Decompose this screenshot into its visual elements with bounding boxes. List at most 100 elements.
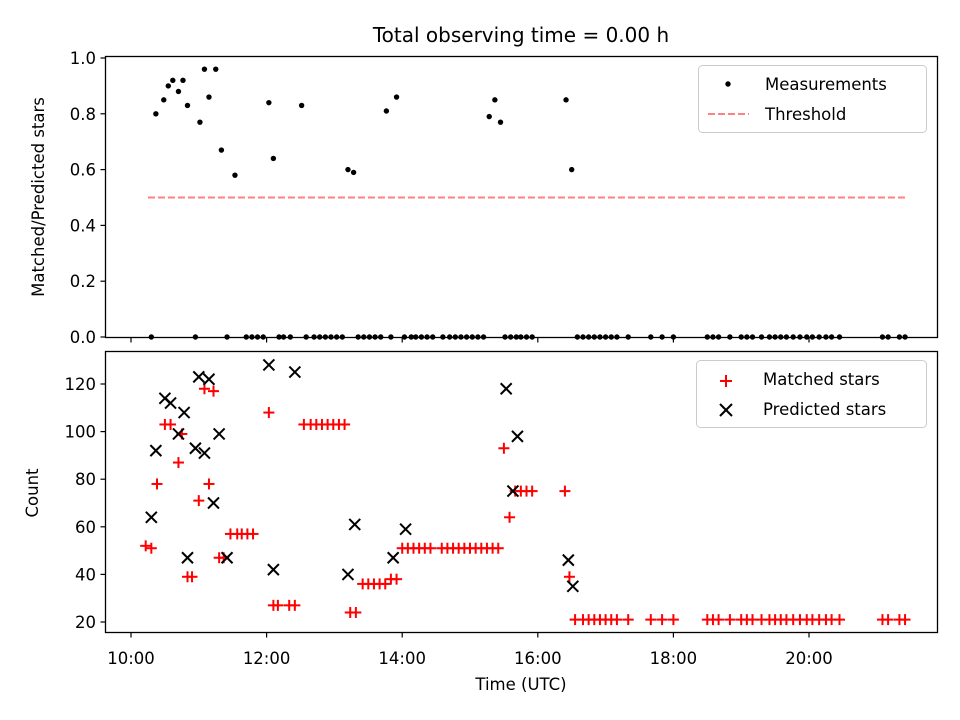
- predicted-star-point: [499, 382, 513, 395]
- matched-star-point: [498, 442, 510, 454]
- matched-star-point: [289, 599, 301, 611]
- measurement-point: [486, 113, 492, 120]
- measurement-point: [213, 66, 219, 72]
- chart-title: Total observing time = 0.00 h: [372, 23, 669, 47]
- predicted-star-point: [192, 370, 206, 384]
- top-y-axis-label: Matched/Predicted stars: [29, 97, 48, 297]
- top-legend: Measurements Threshold: [698, 65, 927, 133]
- legend-matched-label: Matched stars: [763, 370, 880, 389]
- matched-star-point: [611, 614, 623, 626]
- measurement-point: [201, 66, 208, 72]
- bottom-y-tick-label: 80: [75, 470, 96, 489]
- predicted-star-point: [177, 406, 191, 419]
- matched-star-point: [667, 614, 679, 626]
- matched-star-point: [492, 542, 504, 554]
- matched-star-point: [140, 540, 152, 552]
- matched-star-point: [563, 571, 575, 583]
- top-plot-frame: [104, 55, 939, 339]
- x-tick-label: 18:00: [650, 649, 698, 668]
- predicted-star-point: [511, 430, 524, 443]
- legend-predicted-label: Predicted stars: [763, 400, 886, 419]
- predicted-star-point: [506, 484, 520, 498]
- x-tick-label: 14:00: [378, 649, 426, 668]
- top-panel: 0.0 0.2 0.4 0.6 0.8 1.0 Matched/Predicted sta…: [29, 49, 939, 347]
- bottom-plot-frame: [104, 350, 939, 634]
- bottom-y-tick-label: 120: [65, 375, 97, 394]
- predicted-star-point: [164, 396, 177, 410]
- matched-star-point: [899, 614, 911, 626]
- bottom-y-tick-label: 40: [75, 565, 96, 584]
- predicted-star-point: [212, 427, 226, 441]
- measurement-point: [569, 166, 575, 173]
- matched-star-point: [391, 573, 403, 585]
- measurement-point: [180, 77, 186, 84]
- matched-star-point: [656, 614, 668, 626]
- top-y-tick-label: 0.4: [70, 216, 96, 235]
- measurement-point: [497, 119, 504, 125]
- matched-star-point: [504, 511, 516, 523]
- matched-star-point: [645, 614, 657, 626]
- measurement-point: [218, 147, 225, 153]
- matched-star-point: [559, 485, 571, 497]
- top-y-tick-label: 1.0: [70, 49, 96, 68]
- matched-star-point: [724, 614, 736, 626]
- measurement-point: [383, 108, 390, 114]
- predicted-star-point: [399, 522, 412, 536]
- matched-star-point: [713, 614, 725, 626]
- predicted-star-point: [562, 553, 575, 567]
- predicted-star-point: [149, 444, 163, 457]
- top-y-tick-label: 0.2: [70, 272, 96, 291]
- matched-star-point: [151, 478, 163, 490]
- bottom-y-tick-label: 60: [75, 518, 96, 537]
- matched-star-point: [882, 614, 894, 626]
- bottom-y-axis-label: Count: [23, 468, 42, 518]
- matched-star-point: [186, 571, 198, 583]
- predicted-star-point: [189, 442, 202, 455]
- x-tick-label: 12:00: [243, 649, 291, 668]
- measurement-point: [206, 94, 212, 100]
- measurement-point: [184, 102, 191, 109]
- predicted-star-point: [267, 563, 280, 576]
- bottom-panel: 20 40 60 80 100 120 10:00 12:00 14:00 16:00 18:00…: [23, 350, 939, 694]
- measurement-point: [170, 77, 176, 84]
- bottom-y-tick-label: 100: [65, 423, 97, 442]
- predicted-star-point: [220, 551, 234, 564]
- predicted-star-point: [145, 511, 158, 524]
- matched-star-point: [526, 485, 538, 497]
- measurement-point: [345, 166, 351, 173]
- legend-measurements-marker: [725, 81, 731, 87]
- predicted-star-point: [348, 518, 361, 531]
- measurement-point: [270, 155, 277, 162]
- matched-star-point: [379, 578, 391, 590]
- measurement-point: [232, 172, 238, 178]
- measurement-point: [563, 97, 569, 103]
- top-y-tick-label: 0.8: [70, 105, 96, 124]
- top-y-tick-label: 0.0: [70, 328, 96, 347]
- legend-measurements-label: Measurements: [765, 75, 887, 94]
- predicted-star-point: [288, 365, 302, 379]
- matched-star-point: [339, 418, 351, 430]
- matched-star-point: [145, 542, 157, 554]
- matched-star-point: [203, 478, 215, 490]
- measurement-point: [197, 119, 203, 125]
- measurement-point: [350, 169, 357, 176]
- measurement-point: [393, 94, 400, 100]
- measurement-point: [266, 99, 272, 106]
- predicted-star-point: [207, 496, 220, 510]
- matched-star-point: [247, 528, 259, 540]
- bottom-legend-box: [696, 360, 927, 428]
- predicted-star-point: [172, 427, 185, 441]
- matched-star-point: [272, 599, 284, 611]
- x-tick-label: 10:00: [107, 649, 155, 668]
- measurement-point: [153, 111, 159, 117]
- predicted-star-point: [386, 551, 400, 564]
- matched-star-point: [350, 606, 362, 618]
- matched-star-point: [263, 407, 275, 419]
- x-tick-label: 16:00: [514, 649, 562, 668]
- matched-star-point: [193, 495, 205, 507]
- predicted-star-point: [202, 373, 216, 386]
- x-tick-label: 20:00: [785, 649, 833, 668]
- top-y-tick-label: 0.6: [70, 161, 96, 180]
- legend-predicted-marker: [719, 403, 733, 417]
